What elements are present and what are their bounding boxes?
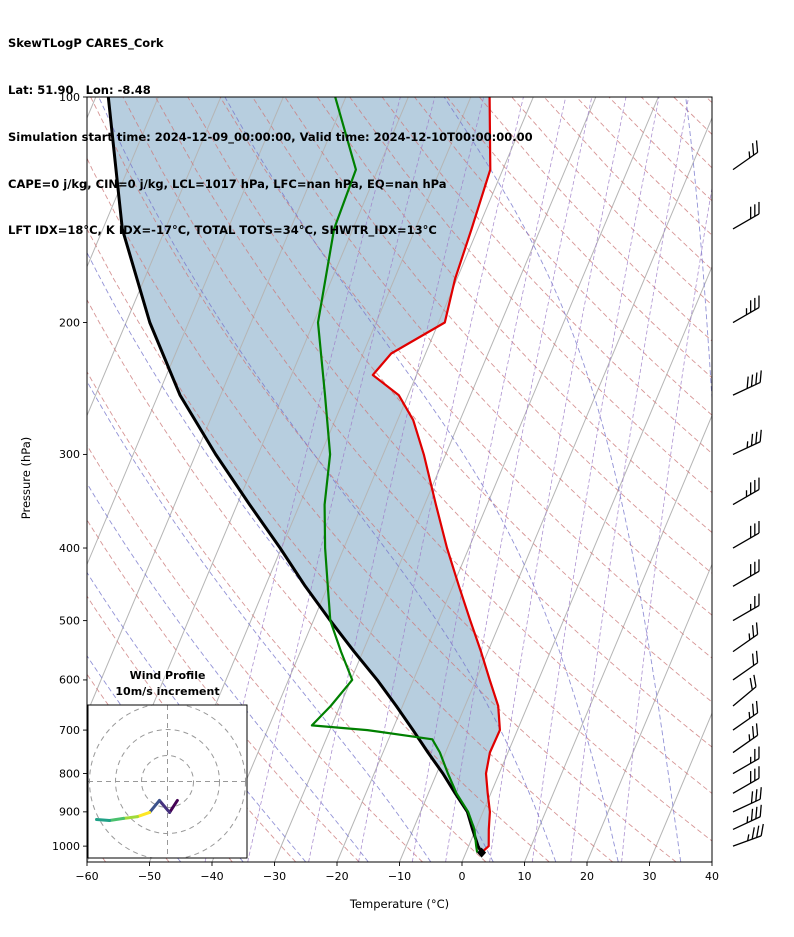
svg-text:0: 0 <box>459 870 466 883</box>
figure-header: SkewTLogP CARES_Cork Lat: 51.90 Lon: -8.… <box>8 5 533 270</box>
svg-text:10: 10 <box>518 870 532 883</box>
plot-area <box>87 97 712 862</box>
temperature-curve <box>371 97 501 854</box>
svg-text:300: 300 <box>59 448 80 461</box>
surface-parcel-marker <box>477 847 487 858</box>
svg-text:−20: −20 <box>325 870 348 883</box>
svg-text:30: 30 <box>643 870 657 883</box>
y-ticks-group: 100 200 300 400 500 600 700 800 900 1000 <box>52 91 87 853</box>
hodograph-path <box>95 798 179 822</box>
svg-text:−50: −50 <box>138 870 161 883</box>
svg-text:−40: −40 <box>200 870 223 883</box>
hodograph-grid <box>88 705 247 858</box>
hodograph-title: Wind Profile <box>129 669 206 682</box>
svg-text:−60: −60 <box>75 870 98 883</box>
wind-barb <box>732 700 759 731</box>
wind-barb <box>732 370 762 396</box>
wind-barb <box>732 559 760 587</box>
x-ticks-group: −60 −50 −40 −30 −20 −10 0 10 20 30 40 <box>75 862 719 883</box>
wind-barb <box>732 823 764 847</box>
header-title: SkewTLogP CARES_Cork <box>8 36 164 51</box>
wind-barb <box>732 521 760 549</box>
wind-barb <box>732 723 759 754</box>
wind-barb <box>732 787 762 813</box>
cape-cin-shade <box>108 97 500 853</box>
svg-text:1000: 1000 <box>52 840 80 853</box>
svg-text:20: 20 <box>580 870 594 883</box>
svg-text:900: 900 <box>59 806 80 819</box>
hodograph-inset <box>87 704 248 859</box>
header-latlon: Lat: 51.90 Lon: -8.48 <box>8 82 151 97</box>
wind-barb <box>732 295 760 324</box>
wind-barb <box>732 201 760 230</box>
y-axis-label: Pressure (hPa) <box>19 436 33 520</box>
wind-barb <box>732 674 757 707</box>
wind-barb <box>732 746 760 775</box>
wind-barbs-group <box>732 140 764 847</box>
wind-barb <box>732 477 760 506</box>
svg-text:200: 200 <box>59 316 80 329</box>
wind-barb <box>732 804 762 831</box>
svg-text:100: 100 <box>59 91 80 104</box>
wind-barb <box>732 650 759 681</box>
dewpoint-curve <box>310 97 479 853</box>
x-axis-label: Temperature (°C) <box>349 897 450 911</box>
svg-text:500: 500 <box>59 614 80 627</box>
hodograph-subtitle: 10m/s increment <box>115 685 220 698</box>
svg-text:−10: −10 <box>388 870 411 883</box>
svg-text:400: 400 <box>59 542 80 555</box>
svg-text:600: 600 <box>59 674 80 687</box>
svg-text:800: 800 <box>59 767 80 780</box>
wind-barb <box>732 140 759 171</box>
svg-text:700: 700 <box>59 724 80 737</box>
wind-barb <box>732 593 760 622</box>
header-indices-line: LFT IDX=18°C, K IDX=-17°C, TOTAL TOTS=34… <box>8 223 437 238</box>
hodograph-border <box>87 704 248 859</box>
wind-barb <box>732 622 759 653</box>
header-cape-line: CAPE=0 j/kg, CIN=0 j/kg, LCL=1017 hPa, L… <box>8 176 447 191</box>
svg-text:40: 40 <box>705 870 719 883</box>
wind-barb <box>732 766 760 794</box>
header-times: Simulation start time: 2024-12-09_00:00:… <box>8 129 533 144</box>
svg-text:−30: −30 <box>263 870 286 883</box>
mixing-ratio-group <box>204 97 712 862</box>
wind-barb <box>732 429 762 456</box>
